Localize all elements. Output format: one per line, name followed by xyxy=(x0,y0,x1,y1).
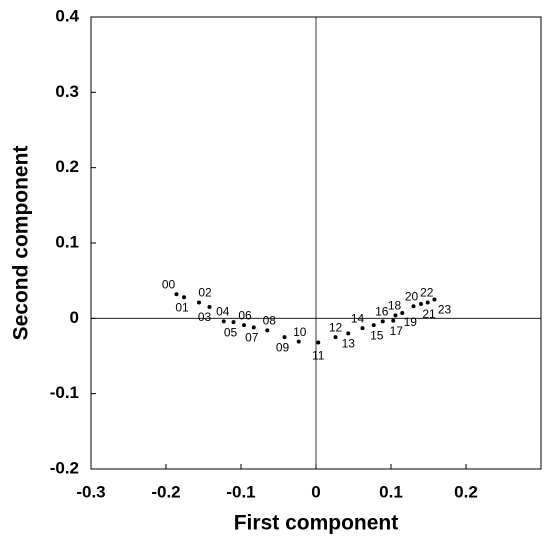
point-label: 22 xyxy=(420,286,434,300)
x-tick-label: -0.3 xyxy=(76,482,105,501)
point-label: 18 xyxy=(388,298,402,312)
point xyxy=(265,328,270,333)
point-label: 03 xyxy=(198,310,212,324)
point-label: 08 xyxy=(263,314,277,328)
point xyxy=(360,326,365,331)
point-label: 23 xyxy=(438,303,452,317)
point-label: 12 xyxy=(329,320,343,334)
point xyxy=(251,325,256,330)
x-tick-label: 0.2 xyxy=(454,482,478,501)
point-label: 10 xyxy=(293,325,307,339)
y-tick-label: 0.4 xyxy=(55,6,79,25)
point-label: 11 xyxy=(312,349,325,363)
y-tick-label: -0.2 xyxy=(50,458,79,477)
point xyxy=(207,305,212,310)
point-label: 19 xyxy=(404,315,418,329)
point-label: 02 xyxy=(198,286,212,300)
y-tick-label: 0.3 xyxy=(55,82,79,101)
point xyxy=(419,302,423,307)
x-tick-label: 0.1 xyxy=(379,482,403,501)
point-label: 09 xyxy=(276,340,290,354)
x-tick-label: 0 xyxy=(311,482,320,501)
point-label: 20 xyxy=(405,289,419,303)
point-label: 17 xyxy=(390,324,404,338)
point-label: 21 xyxy=(422,307,436,321)
point xyxy=(182,295,186,300)
point xyxy=(296,339,301,344)
point-label: 05 xyxy=(224,325,238,339)
x-tick-label: -0.1 xyxy=(226,482,255,501)
point xyxy=(197,300,201,305)
y-tick-label: 0.2 xyxy=(55,157,79,176)
point xyxy=(400,311,405,316)
point-label: 00 xyxy=(162,277,176,291)
point xyxy=(316,340,321,345)
point-label: 07 xyxy=(245,331,259,345)
y-tick-label: -0.1 xyxy=(50,383,79,402)
x-axis-title: First component xyxy=(234,512,399,535)
point-label: 16 xyxy=(375,305,389,319)
point xyxy=(371,323,376,328)
point xyxy=(391,318,396,323)
point-label: 04 xyxy=(216,305,230,319)
point xyxy=(411,304,416,309)
point-label: 15 xyxy=(370,328,384,342)
point xyxy=(425,300,430,305)
point xyxy=(242,323,246,328)
point xyxy=(221,319,226,324)
point xyxy=(333,335,338,340)
point xyxy=(231,320,236,325)
point-label: 13 xyxy=(342,337,356,351)
point xyxy=(346,331,351,336)
point xyxy=(380,319,385,324)
point xyxy=(174,292,179,297)
x-tick-label: -0.2 xyxy=(151,482,180,501)
point xyxy=(393,313,398,318)
y-axis-title: Second component xyxy=(10,146,33,341)
point-label: 14 xyxy=(351,311,365,325)
point xyxy=(282,335,287,340)
point-label: 06 xyxy=(238,308,252,322)
y-tick-label: 0.1 xyxy=(55,232,79,251)
point xyxy=(432,297,437,302)
point-label: 01 xyxy=(175,300,189,314)
y-tick-label: 0 xyxy=(70,308,79,327)
